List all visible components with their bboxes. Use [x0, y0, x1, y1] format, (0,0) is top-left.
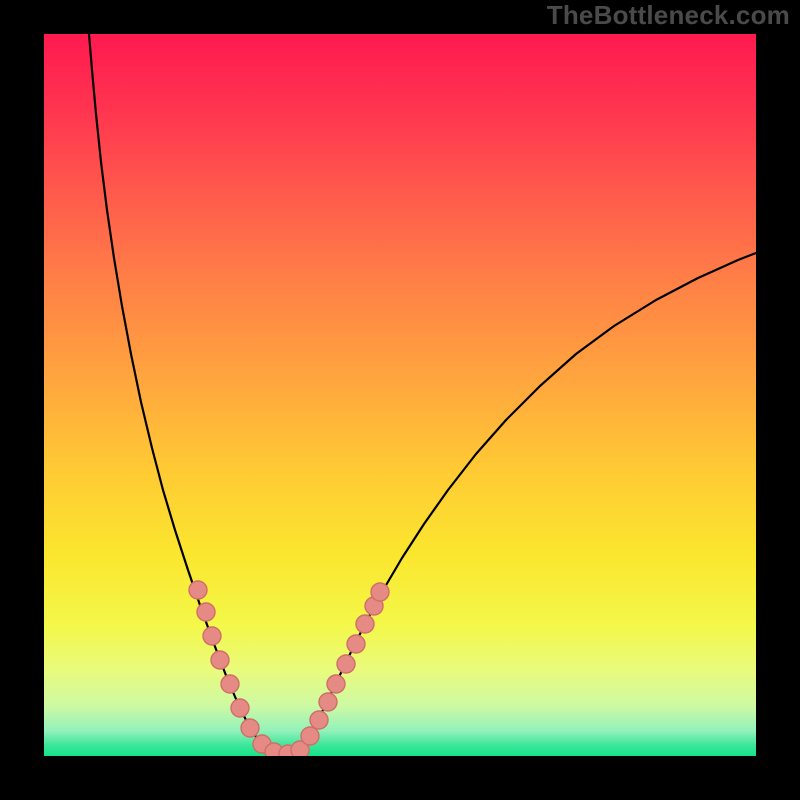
curve-marker: [221, 675, 239, 693]
plot-background: [44, 34, 756, 756]
plot-svg: [44, 34, 756, 756]
watermark-text: TheBottleneck.com: [547, 0, 790, 31]
curve-marker: [197, 603, 215, 621]
curve-marker: [337, 655, 355, 673]
curve-marker: [189, 581, 207, 599]
curve-marker: [301, 727, 319, 745]
curve-marker: [211, 651, 229, 669]
curve-marker: [356, 615, 374, 633]
curve-marker: [319, 693, 337, 711]
curve-marker: [203, 627, 221, 645]
curve-marker: [310, 711, 328, 729]
curve-marker: [241, 719, 259, 737]
curve-marker: [347, 635, 365, 653]
curve-marker: [231, 699, 249, 717]
curve-marker: [371, 583, 389, 601]
chart-stage: TheBottleneck.com: [0, 0, 800, 800]
plot-area: [44, 34, 756, 756]
curve-marker: [327, 675, 345, 693]
